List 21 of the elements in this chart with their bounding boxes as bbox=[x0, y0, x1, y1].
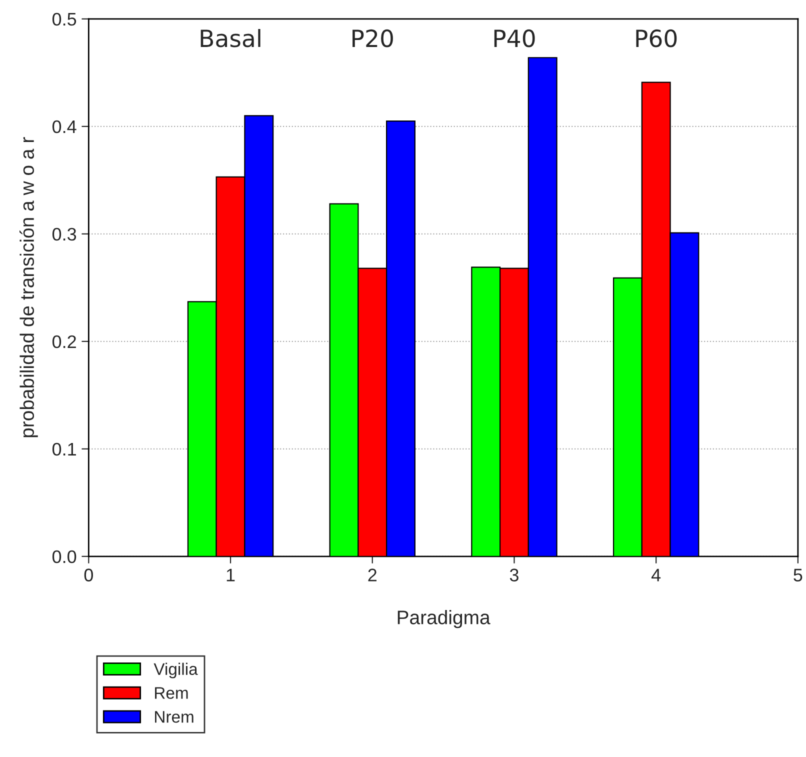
x-tick-label: 5 bbox=[794, 568, 802, 582]
y-tick-label: 0.2 bbox=[52, 335, 76, 348]
y-tick-label: 0.3 bbox=[52, 228, 76, 241]
x-tick-label: 3 bbox=[510, 568, 518, 582]
y-tick-label: 0.0 bbox=[52, 550, 76, 564]
annotation: P60 bbox=[636, 29, 677, 48]
y-axis-title: probabilidad de transición a w o a r bbox=[20, 137, 38, 438]
annotation: Basal bbox=[200, 29, 260, 48]
y-tick-label: 0.1 bbox=[52, 442, 76, 456]
legend-label: Nrem bbox=[155, 711, 194, 723]
x-axis-title: Paradigma bbox=[398, 610, 490, 628]
x-tick-label: 0 bbox=[84, 568, 93, 582]
annotation: P40 bbox=[494, 29, 535, 48]
annotation: P20 bbox=[352, 29, 393, 48]
legend-label: Rem bbox=[155, 687, 188, 699]
x-tick-label: 2 bbox=[368, 568, 376, 582]
x-tick-label: 4 bbox=[651, 568, 661, 582]
y-tick-label: 0.5 bbox=[52, 12, 76, 26]
legend-label: Vigilia bbox=[154, 662, 198, 678]
y-tick-label: 0.4 bbox=[52, 120, 76, 134]
x-tick-label: 1 bbox=[226, 568, 235, 582]
